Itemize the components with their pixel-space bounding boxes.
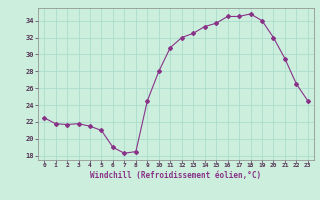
X-axis label: Windchill (Refroidissement éolien,°C): Windchill (Refroidissement éolien,°C) bbox=[91, 171, 261, 180]
